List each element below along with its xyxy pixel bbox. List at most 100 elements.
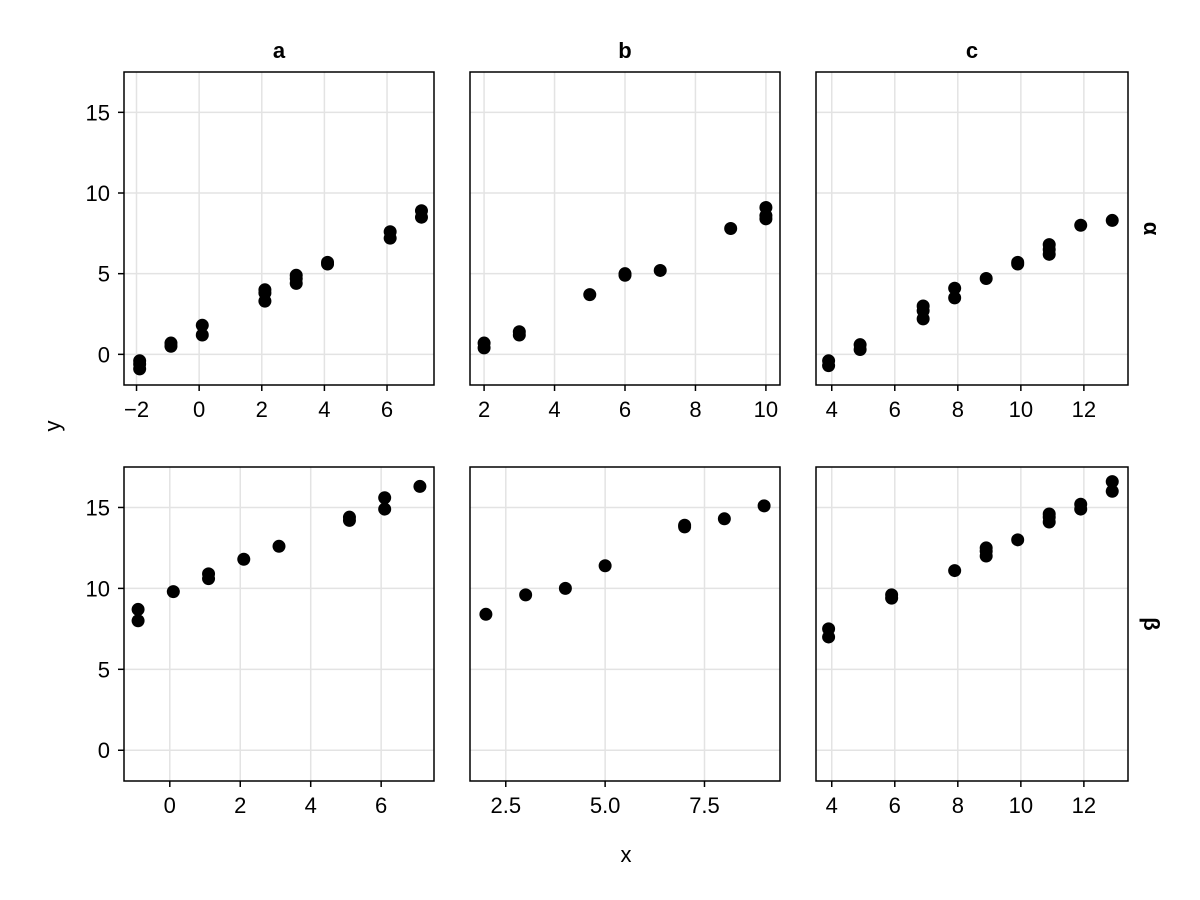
data-point xyxy=(195,318,209,332)
panel-frame xyxy=(123,466,435,782)
y-tick-label: 10 xyxy=(86,576,110,601)
panel-frame xyxy=(123,71,435,386)
x-tick-label: 10 xyxy=(1009,397,1033,422)
x-tick-label: 7.5 xyxy=(689,793,720,818)
panel-frame xyxy=(815,466,1129,782)
x-tick-label: 12 xyxy=(1072,397,1096,422)
x-tick-label: 6 xyxy=(381,397,393,422)
data-point xyxy=(342,510,356,524)
data-point xyxy=(1105,475,1119,489)
data-point xyxy=(202,567,216,581)
data-point xyxy=(583,288,597,302)
data-point xyxy=(717,512,731,526)
data-point xyxy=(378,491,392,505)
data-point xyxy=(598,559,612,573)
data-point xyxy=(414,204,428,218)
panel-frame xyxy=(815,71,1129,386)
y-tick-label: 15 xyxy=(86,495,110,520)
data-point xyxy=(948,281,962,295)
panel-b-2: 2.5 5.0 7.5 xyxy=(469,466,781,818)
y-tick-label: 0 xyxy=(98,342,110,367)
column-title-a: a xyxy=(273,38,286,63)
x-tick-label: 4 xyxy=(305,793,317,818)
data-point xyxy=(272,539,286,553)
data-point xyxy=(131,614,145,628)
row-label-1: α xyxy=(1139,222,1164,236)
x-tick-label: 6 xyxy=(889,793,901,818)
panels-group: a b c α β −2 0 2 4 6 0 5 10 15 2 4 6 8 10 4 6 8 10 12 0 2 4 6 0 5 10 15… xyxy=(86,38,1164,818)
data-point xyxy=(948,291,962,305)
data-point xyxy=(413,479,427,493)
data-point xyxy=(195,328,209,342)
data-point xyxy=(1042,238,1056,252)
x-tick-label: 6 xyxy=(619,397,631,422)
data-point xyxy=(1105,213,1119,227)
x-tick-label: 12 xyxy=(1072,793,1096,818)
data-point xyxy=(885,588,899,602)
panel-c-1: 4 6 8 10 12 xyxy=(815,71,1129,422)
data-point xyxy=(1042,507,1056,521)
data-point xyxy=(678,518,692,532)
data-point xyxy=(1105,484,1119,498)
data-point xyxy=(166,585,180,599)
data-point xyxy=(237,552,251,566)
x-tick-label: 0 xyxy=(193,397,205,422)
x-tick-label: 4 xyxy=(826,793,838,818)
data-point xyxy=(757,499,771,513)
data-point xyxy=(383,225,397,239)
data-point xyxy=(1074,218,1088,232)
x-tick-label: 10 xyxy=(1009,793,1033,818)
x-tick-label: 6 xyxy=(889,397,901,422)
panel-frame xyxy=(469,466,781,782)
y-axis-label: y xyxy=(40,421,65,432)
x-tick-label: 10 xyxy=(754,397,778,422)
x-tick-label: 5.0 xyxy=(590,793,621,818)
x-axis-label: x xyxy=(621,842,632,867)
data-point xyxy=(916,299,930,313)
x-tick-label: 2 xyxy=(478,397,490,422)
y-tick-label: 5 xyxy=(98,262,110,287)
x-tick-label: 4 xyxy=(548,397,560,422)
x-tick-label: 4 xyxy=(318,397,330,422)
data-point xyxy=(1011,255,1025,269)
data-point xyxy=(479,607,493,621)
data-point xyxy=(477,336,491,350)
data-point xyxy=(131,602,145,616)
y-tick-label: 10 xyxy=(86,181,110,206)
data-point xyxy=(258,283,272,297)
x-tick-label: 2 xyxy=(234,793,246,818)
x-tick-label: 8 xyxy=(952,793,964,818)
data-point xyxy=(724,222,738,235)
data-point xyxy=(853,338,867,352)
data-point xyxy=(979,272,993,286)
data-point xyxy=(519,588,533,602)
data-point xyxy=(1074,497,1088,511)
data-point xyxy=(822,622,836,636)
x-tick-label: −2 xyxy=(124,397,149,422)
x-tick-label: 8 xyxy=(689,397,701,422)
data-point xyxy=(164,336,178,350)
x-tick-label: 6 xyxy=(375,793,387,818)
panel-a-1: −2 0 2 4 6 0 5 10 15 xyxy=(86,71,435,422)
data-point xyxy=(558,581,572,595)
data-point xyxy=(618,267,632,281)
row-label-2: β xyxy=(1139,617,1164,630)
panel-c-2: 4 6 8 10 12 xyxy=(815,466,1129,818)
x-tick-label: 0 xyxy=(164,793,176,818)
panel-b-1: 2 4 6 8 10 xyxy=(469,71,781,422)
data-point xyxy=(378,502,392,516)
data-point xyxy=(979,541,993,555)
y-tick-label: 0 xyxy=(98,738,110,763)
column-title-b: b xyxy=(618,38,631,63)
data-point xyxy=(1011,533,1025,547)
panel-a-2: 0 2 4 6 0 5 10 15 xyxy=(86,466,435,818)
x-tick-label: 8 xyxy=(952,397,964,422)
x-tick-label: 2 xyxy=(256,397,268,422)
x-tick-label: 4 xyxy=(826,397,838,422)
column-title-c: c xyxy=(966,38,978,63)
data-point xyxy=(133,354,147,368)
data-point xyxy=(948,564,962,578)
data-point xyxy=(822,354,836,368)
data-point xyxy=(653,263,667,277)
